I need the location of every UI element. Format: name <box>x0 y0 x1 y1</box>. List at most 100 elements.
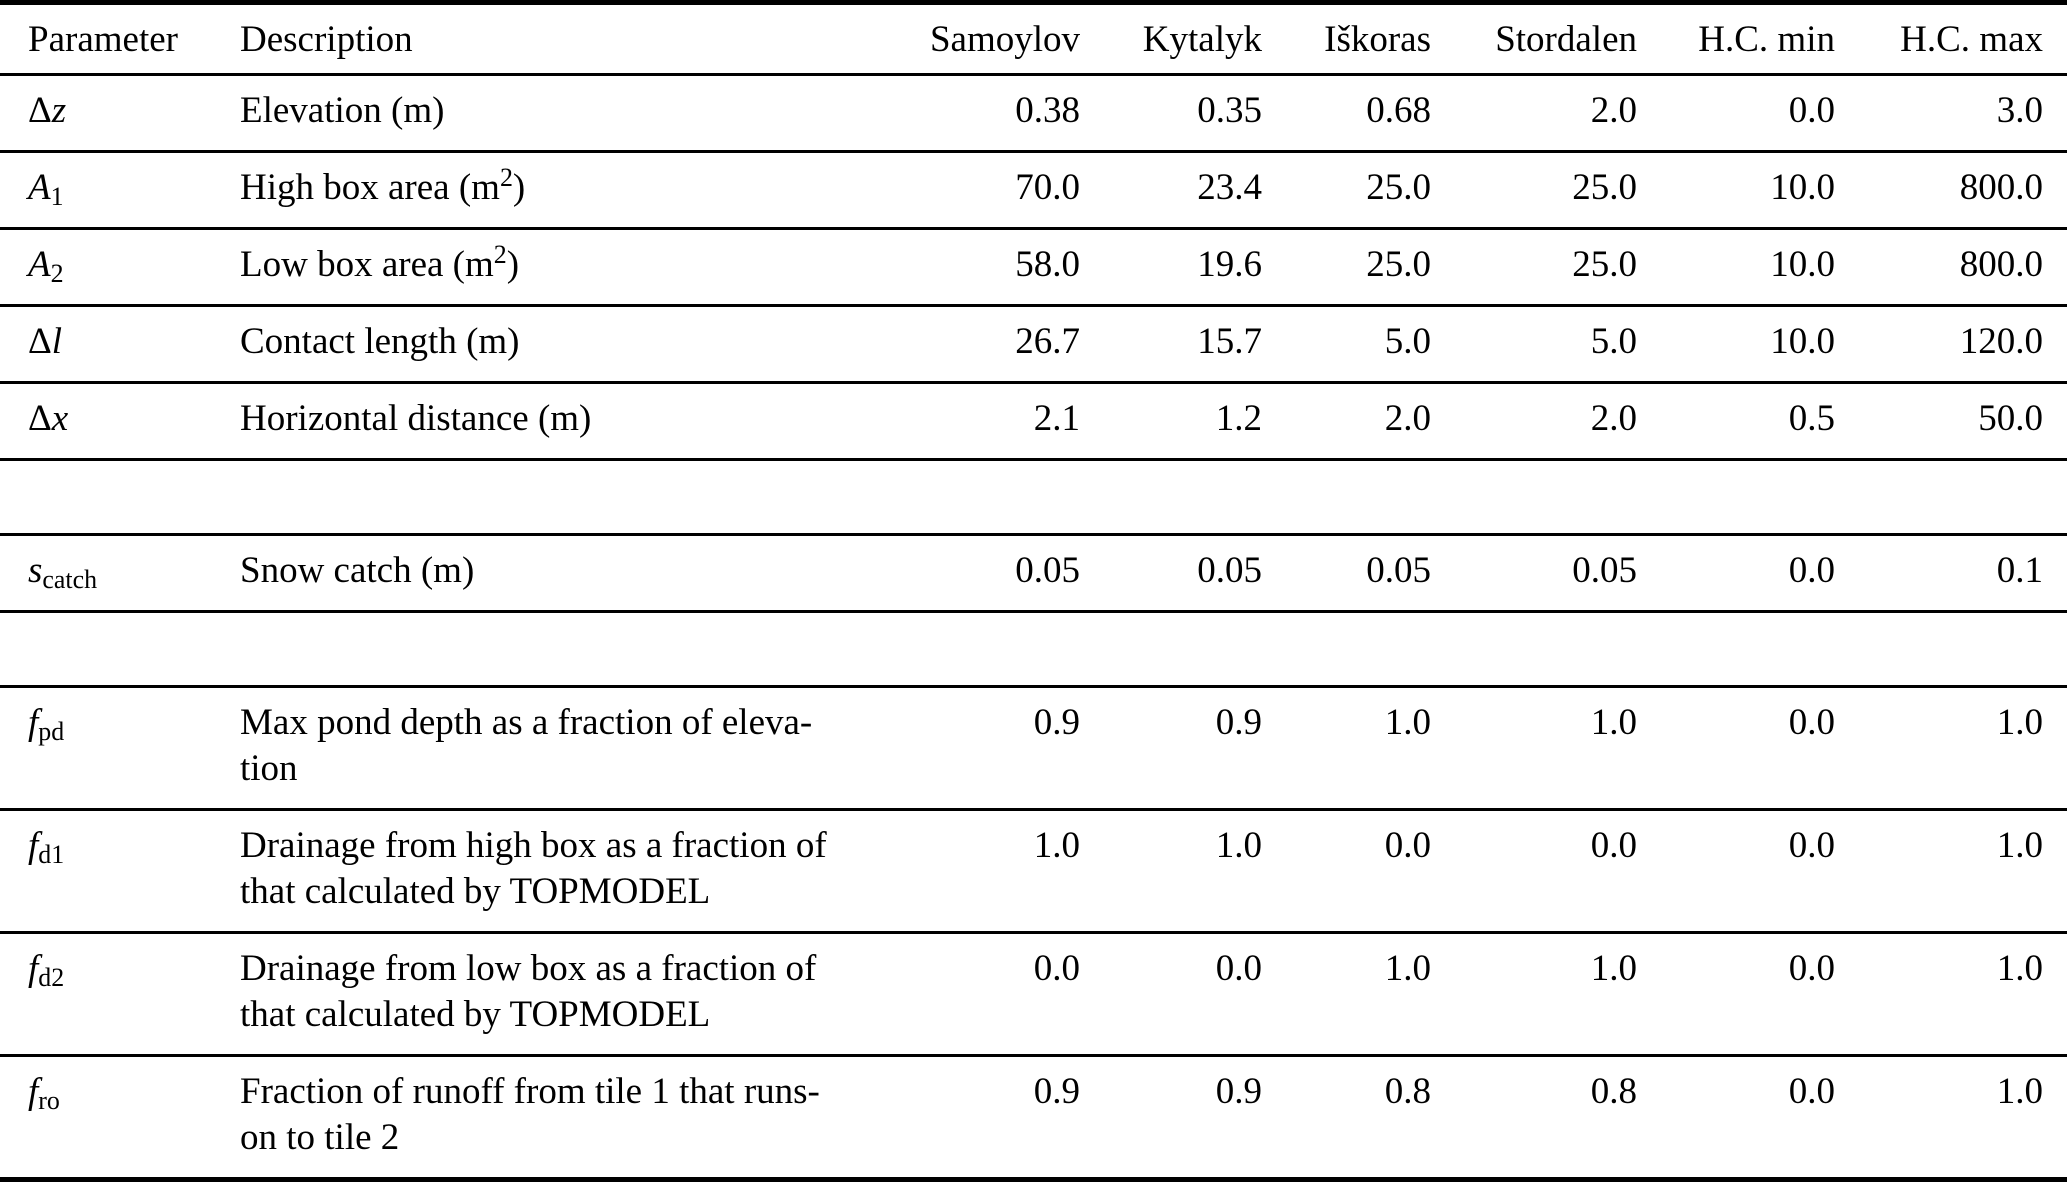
spacer-row <box>0 612 2067 687</box>
value-cell: 70.0 <box>1015 167 1080 208</box>
value-cell: 0.1 <box>1996 550 2043 591</box>
value-cell: 120.0 <box>1959 321 2043 362</box>
parameter-cell: fd1 <box>28 825 65 870</box>
value-cell: 1.0 <box>1384 948 1431 989</box>
description-cell: Drainage from low box as a fraction of th… <box>240 948 817 1035</box>
col-header-hc-max: H.C. max <box>1900 19 2043 60</box>
value-cell: 1.2 <box>1215 398 1262 439</box>
col-header-iskoras: Iškoras <box>1324 19 1431 60</box>
description-cell: Low box area (m2) <box>240 239 520 285</box>
parameter-cell: scatch <box>28 550 98 595</box>
table-row: A2 Low box area (m2) 58.0 19.6 25.0 25.0 10.0 8… <box>0 229 2067 306</box>
value-cell: 1.0 <box>1033 825 1080 866</box>
value-cell: 1.0 <box>1996 1071 2043 1112</box>
description-cell: Drainage from high box as a fraction of t… <box>240 825 827 912</box>
col-header-hc-min: H.C. min <box>1698 19 1835 60</box>
value-cell: 0.05 <box>1572 550 1637 591</box>
value-cell: 23.4 <box>1197 167 1262 208</box>
spacer-cell <box>0 460 2067 535</box>
table-row: Δl Contact length (m) 26.7 15.7 5.0 5.0 10.0 12… <box>0 306 2067 383</box>
value-cell: 1.0 <box>1590 702 1637 743</box>
col-header-description: Description <box>240 19 413 60</box>
value-cell: 0.8 <box>1384 1071 1431 1112</box>
table-row: fro Fraction of runoff from tile 1 that r… <box>0 1056 2067 1180</box>
parameter-cell: A1 <box>28 167 64 212</box>
table-row: Δz Elevation (m) 0.38 0.35 0.68 2.0 0.0 3.0 <box>0 75 2067 152</box>
description-cell: Max pond depth as a fraction of eleva-ti… <box>240 702 813 789</box>
parameter-cell: fd2 <box>28 948 65 993</box>
value-cell: 1.0 <box>1590 948 1637 989</box>
value-cell: 5.0 <box>1384 321 1431 362</box>
description-cell: Horizontal distance (m) <box>240 398 592 439</box>
col-header-kytalyk: Kytalyk <box>1142 19 1262 60</box>
value-cell: 0.38 <box>1015 90 1080 131</box>
value-cell: 1.0 <box>1996 948 2043 989</box>
value-cell: 0.0 <box>1215 948 1262 989</box>
value-cell: 26.7 <box>1015 321 1080 362</box>
value-cell: 0.0 <box>1788 550 1835 591</box>
table-row: Δx Horizontal distance (m) 2.1 1.2 2.0 2.0 0.5… <box>0 383 2067 460</box>
description-cell: Fraction of runoff from tile 1 that runs… <box>240 1071 820 1158</box>
col-header-stordalen: Stordalen <box>1495 19 1637 60</box>
header-row: Parameter Description Samoylov Kytalyk I… <box>0 3 2067 75</box>
value-cell: 0.05 <box>1366 550 1431 591</box>
table-row: fpd Max pond depth as a fraction of eleva… <box>0 687 2067 810</box>
parameter-cell: Δz <box>28 90 67 131</box>
value-cell: 50.0 <box>1978 398 2043 439</box>
value-cell: 10.0 <box>1770 167 1835 208</box>
value-cell: 0.0 <box>1788 948 1835 989</box>
description-cell: Snow catch (m) <box>240 550 475 591</box>
table-row: A1 High box area (m2) 70.0 23.4 25.0 25.0 10.0… <box>0 152 2067 229</box>
value-cell: 0.9 <box>1215 702 1262 743</box>
spacer-row <box>0 460 2067 535</box>
value-cell: 1.0 <box>1996 825 2043 866</box>
description-cell: Elevation (m) <box>240 90 445 131</box>
value-cell: 0.35 <box>1197 90 1262 131</box>
col-header-parameter: Parameter <box>28 19 178 60</box>
value-cell: 10.0 <box>1770 244 1835 285</box>
value-cell: 0.0 <box>1788 90 1835 131</box>
value-cell: 0.0 <box>1590 825 1637 866</box>
table-row: fd2 Drainage from low box as a fraction o… <box>0 933 2067 1056</box>
spacer-cell <box>0 612 2067 687</box>
value-cell: 0.8 <box>1590 1071 1637 1112</box>
parameter-cell: fro <box>28 1071 60 1116</box>
value-cell: 0.05 <box>1197 550 1262 591</box>
parameter-cell: A2 <box>28 244 64 289</box>
value-cell: 3.0 <box>1996 90 2043 131</box>
value-cell: 800.0 <box>1959 244 2043 285</box>
value-cell: 25.0 <box>1366 244 1431 285</box>
value-cell: 0.0 <box>1788 702 1835 743</box>
value-cell: 0.0 <box>1384 825 1431 866</box>
value-cell: 800.0 <box>1959 167 2043 208</box>
value-cell: 1.0 <box>1384 702 1431 743</box>
value-cell: 25.0 <box>1572 167 1637 208</box>
parameter-cell: Δx <box>28 398 69 439</box>
value-cell: 2.0 <box>1590 90 1637 131</box>
value-cell: 0.0 <box>1788 825 1835 866</box>
value-cell: 15.7 <box>1197 321 1262 362</box>
value-cell: 0.9 <box>1033 702 1080 743</box>
value-cell: 0.9 <box>1033 1071 1080 1112</box>
table-row: scatch Snow catch (m) 0.05 0.05 0.05 0.05 0.0 0… <box>0 535 2067 612</box>
value-cell: 10.0 <box>1770 321 1835 362</box>
value-cell: 25.0 <box>1572 244 1637 285</box>
value-cell: 0.0 <box>1033 948 1080 989</box>
description-cell: Contact length (m) <box>240 321 520 362</box>
value-cell: 0.5 <box>1788 398 1835 439</box>
description-cell: High box area (m2) <box>240 162 526 208</box>
value-cell: 0.9 <box>1215 1071 1262 1112</box>
value-cell: 2.1 <box>1033 398 1080 439</box>
value-cell: 1.0 <box>1215 825 1262 866</box>
value-cell: 5.0 <box>1590 321 1637 362</box>
parameter-cell: Δl <box>28 321 63 362</box>
value-cell: 2.0 <box>1590 398 1637 439</box>
value-cell: 58.0 <box>1015 244 1080 285</box>
parameter-cell: fpd <box>28 702 65 747</box>
value-cell: 19.6 <box>1197 244 1262 285</box>
value-cell: 0.68 <box>1366 90 1431 131</box>
value-cell: 25.0 <box>1366 167 1431 208</box>
value-cell: 0.0 <box>1788 1071 1835 1112</box>
